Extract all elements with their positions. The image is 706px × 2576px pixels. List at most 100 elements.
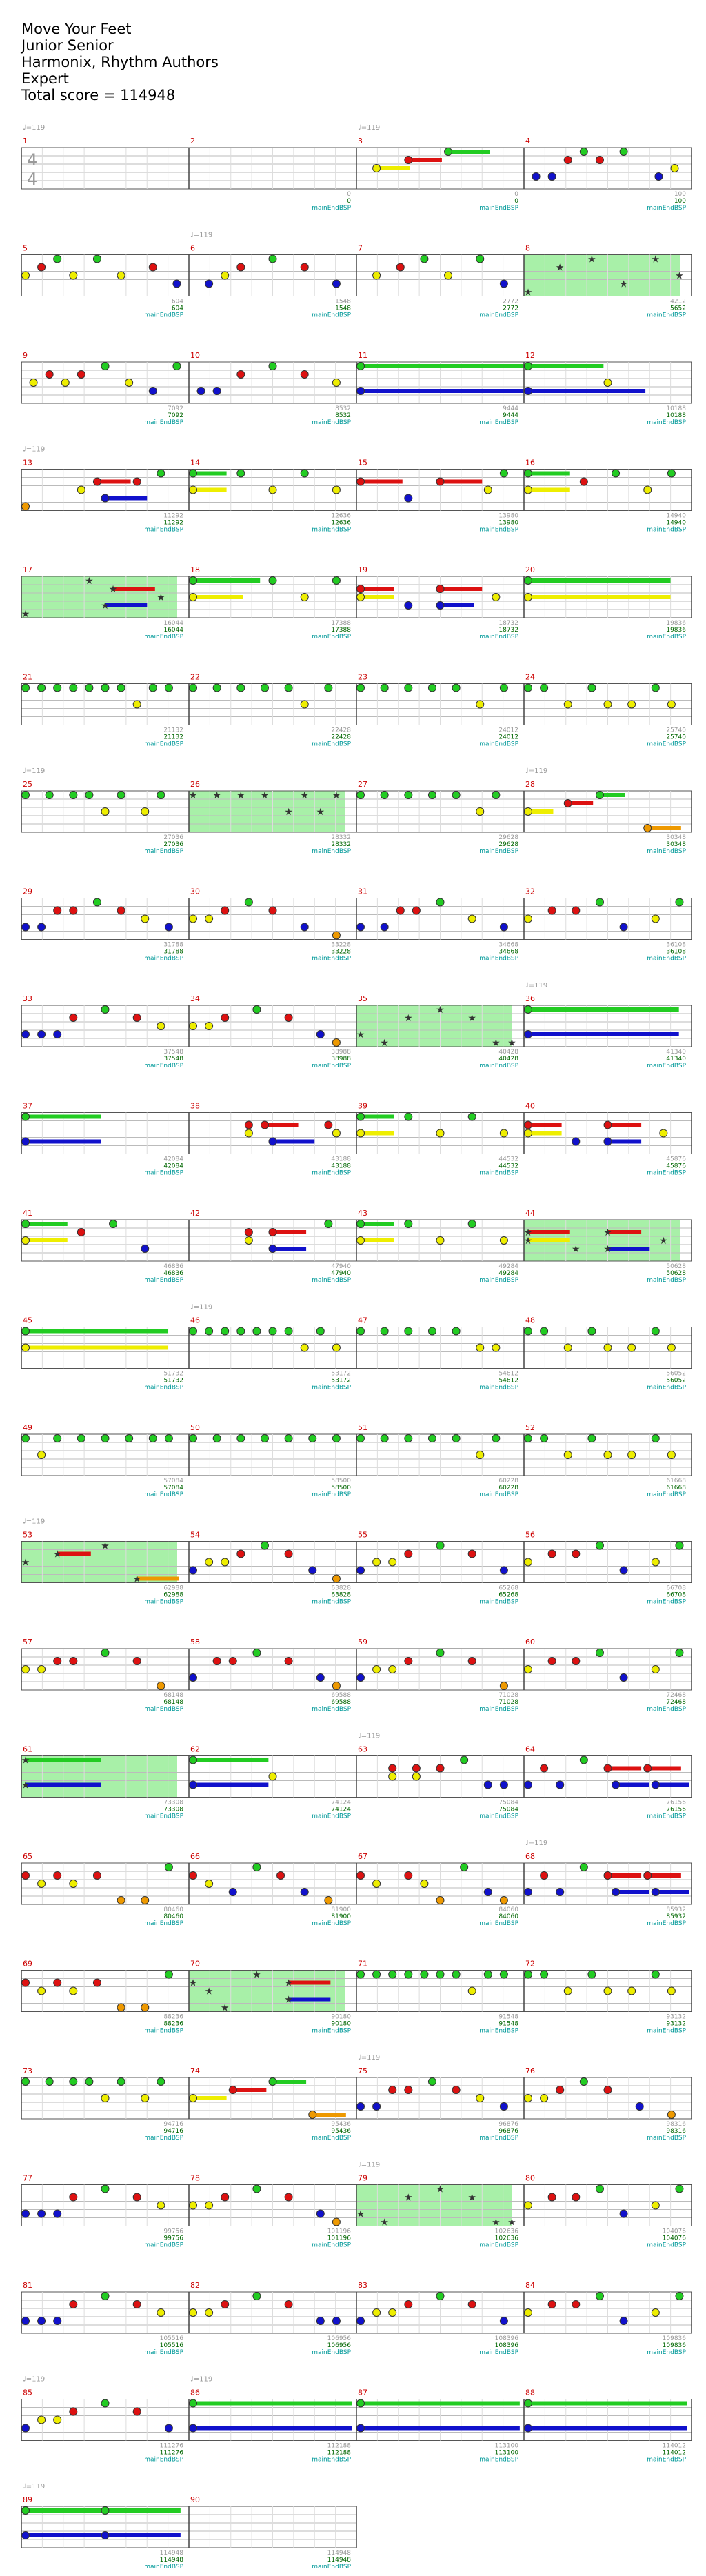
tempo-marker: ♩=119 [525,767,547,775]
measure-14 [188,469,356,511]
yellow-note [268,485,277,494]
red-note [324,1120,333,1129]
section-label: mainEndBSP [144,2242,183,2249]
red-note [540,1871,549,1880]
red-note [284,2300,293,2308]
yellow-sustain [528,487,570,492]
measure-score: 47940 [331,1270,351,1277]
green-note [524,683,532,692]
measure-number: 72 [525,1960,535,1969]
blue-note [404,494,413,503]
measure-number: 19 [358,565,367,574]
red-note [92,1978,101,1987]
blue-note [21,2317,30,2325]
section-label: mainEndBSP [479,2349,518,2356]
green-note [651,1434,660,1442]
yellow-note [627,1986,636,1995]
measure-score: 21132 [163,734,183,741]
red-note [284,2193,293,2202]
measure-score-gray: 58500 [331,1478,351,1485]
measure-number: 18 [190,565,200,574]
section-label: mainEndBSP [312,741,351,748]
section-label: mainEndBSP [312,2242,351,2249]
measure-score-gray: 91548 [498,2014,518,2021]
measure-score-gray: 98316 [666,2121,686,2128]
yellow-note [388,1558,397,1567]
blue-note [164,2424,173,2433]
blue-note [612,1888,621,1896]
blue-note [619,2317,628,2325]
green-note [499,683,508,692]
measure-number: 65 [23,1852,32,1861]
green-note [21,1327,30,1336]
blue-sustain [105,496,148,501]
red-note [396,263,405,272]
green-note [356,791,365,799]
yellow-note [244,1129,253,1138]
measure-34 [188,1005,356,1047]
measure-score: 46836 [163,1270,183,1277]
difficulty-label: Expert [21,70,69,87]
measure-number: 69 [23,1960,32,1969]
red-note [189,1871,197,1880]
red-note [228,1657,237,1665]
yellow-note [205,2201,214,2210]
green-note [21,1112,30,1121]
measure-score-gray: 101196 [327,2228,352,2235]
red-note [236,1549,245,1558]
green-note [164,683,173,692]
green-note [189,683,197,692]
measure-score: 2772 [503,305,518,312]
measure-number: 6 [190,244,195,253]
red-note [132,2407,141,2416]
measure-56 [523,1541,692,1583]
red-note [221,2193,230,2202]
measure-score: 105516 [160,2342,184,2349]
section-label: mainEndBSP [479,1813,518,1820]
measure-score-gray: 76156 [666,1800,686,1807]
green-note [524,1434,532,1442]
blue-note [499,2317,508,2325]
yellow-note [603,700,612,709]
section-label: mainEndBSP [479,205,518,212]
measure-score-gray: 0 [514,191,518,198]
measure-score: 73308 [163,1807,183,1813]
green-note [148,1434,157,1442]
red-sustain [97,479,131,484]
measure-score-gray: 81900 [331,1906,351,1913]
measure-score-gray: 114948 [327,2550,352,2557]
green-note [332,1434,341,1442]
measure-score-gray: 85932 [666,1906,686,1913]
green-note [284,683,293,692]
red-note [77,370,85,379]
measure-score-gray: 56052 [666,1371,686,1378]
measure-score: 88236 [163,2021,183,2028]
red-sustain [567,801,594,805]
measure-41 [21,1219,189,1262]
green-note [404,683,413,692]
measure-score: 30348 [666,841,686,848]
measure-score: 44532 [498,1163,518,1170]
red-star-note: ★ [404,2193,413,2204]
blue-note [53,2317,62,2325]
red-note [356,585,365,593]
red-note [603,2086,612,2094]
measure-score-gray: 30348 [666,834,686,841]
yellow-sustain [26,1345,168,1350]
yellow-note [117,271,125,280]
measure-number: 73 [23,2066,32,2075]
measure-score: 22428 [331,734,351,741]
orange-note [332,1682,341,1690]
blue-note [356,2317,365,2325]
measure-59 [356,1648,524,1691]
measure-score-gray: 17388 [331,620,351,627]
measure-score: 36108 [666,949,686,956]
total-score: Total score = 114948 [21,87,176,103]
section-label: mainEndBSP [479,1063,518,1069]
section-label: mainEndBSP [479,1920,518,1927]
red-note [221,1014,230,1022]
blue-star-note: ★ [619,279,628,290]
blue-note [356,1673,365,1682]
chart-header: Move Your Feet Junior Senior Harmonix, R… [21,21,297,103]
measure-number: 89 [23,2495,32,2504]
